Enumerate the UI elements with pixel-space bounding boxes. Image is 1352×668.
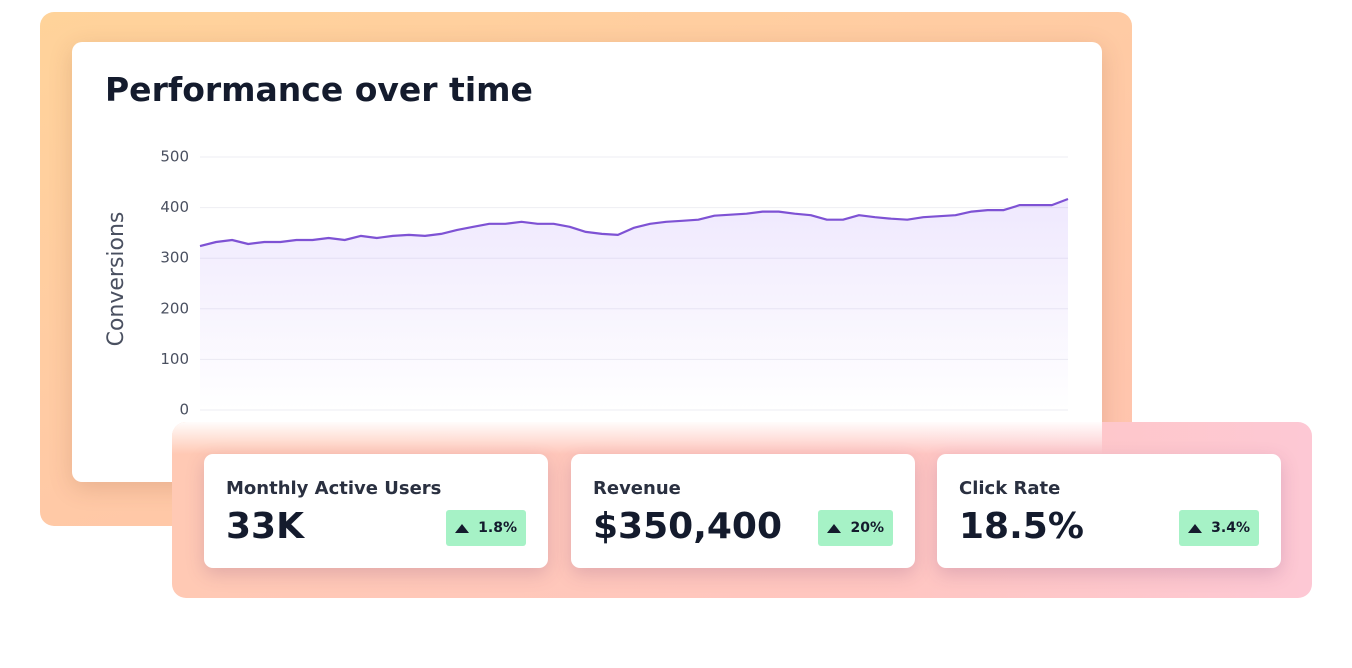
y-tick-label: 0 xyxy=(179,401,189,419)
change-text: 3.4% xyxy=(1211,520,1250,536)
line-area xyxy=(200,199,1068,410)
kpi-label: Click Rate xyxy=(959,478,1061,499)
y-tick-label: 500 xyxy=(160,148,189,166)
change-badge: 1.8% xyxy=(446,510,526,546)
chart-title: Performance over time xyxy=(105,70,533,109)
y-axis-title: Conversions xyxy=(104,212,129,347)
change-text: 20% xyxy=(850,520,884,536)
line-series xyxy=(199,197,1069,248)
kpi-card: Revenue $350,400 20% xyxy=(571,454,915,568)
up-arrow-icon xyxy=(1188,524,1203,533)
kpi-card: Monthly Active Users 33K 1.8% xyxy=(204,454,548,568)
kpi-label: Monthly Active Users xyxy=(226,478,442,499)
change-badge: 20% xyxy=(818,510,893,546)
up-arrow-icon xyxy=(455,524,470,533)
change-badge: 3.4% xyxy=(1179,510,1259,546)
kpi-card: Click Rate 18.5% 3.4% xyxy=(937,454,1281,568)
up-arrow xyxy=(1188,524,1203,533)
y-tick-label: 300 xyxy=(160,249,189,267)
change-text: 1.8% xyxy=(478,520,517,536)
kpi-value: $350,400 xyxy=(593,506,783,547)
kpi-value: 18.5% xyxy=(959,506,1084,547)
chart-card: Performance over time Conversions 0 100 20… xyxy=(72,42,1102,482)
y-tick-label: 400 xyxy=(160,198,189,216)
up-arrow xyxy=(455,524,470,533)
y-tick-label: 100 xyxy=(160,350,189,368)
y-tick-label: 200 xyxy=(160,299,189,317)
up-arrow-icon xyxy=(827,524,842,533)
up-arrow xyxy=(827,524,842,533)
kpi-value: 33K xyxy=(226,506,304,547)
kpi-label: Revenue xyxy=(593,478,681,499)
chart: Conversions 0 100 200 300 400 500 xyxy=(104,148,1069,419)
